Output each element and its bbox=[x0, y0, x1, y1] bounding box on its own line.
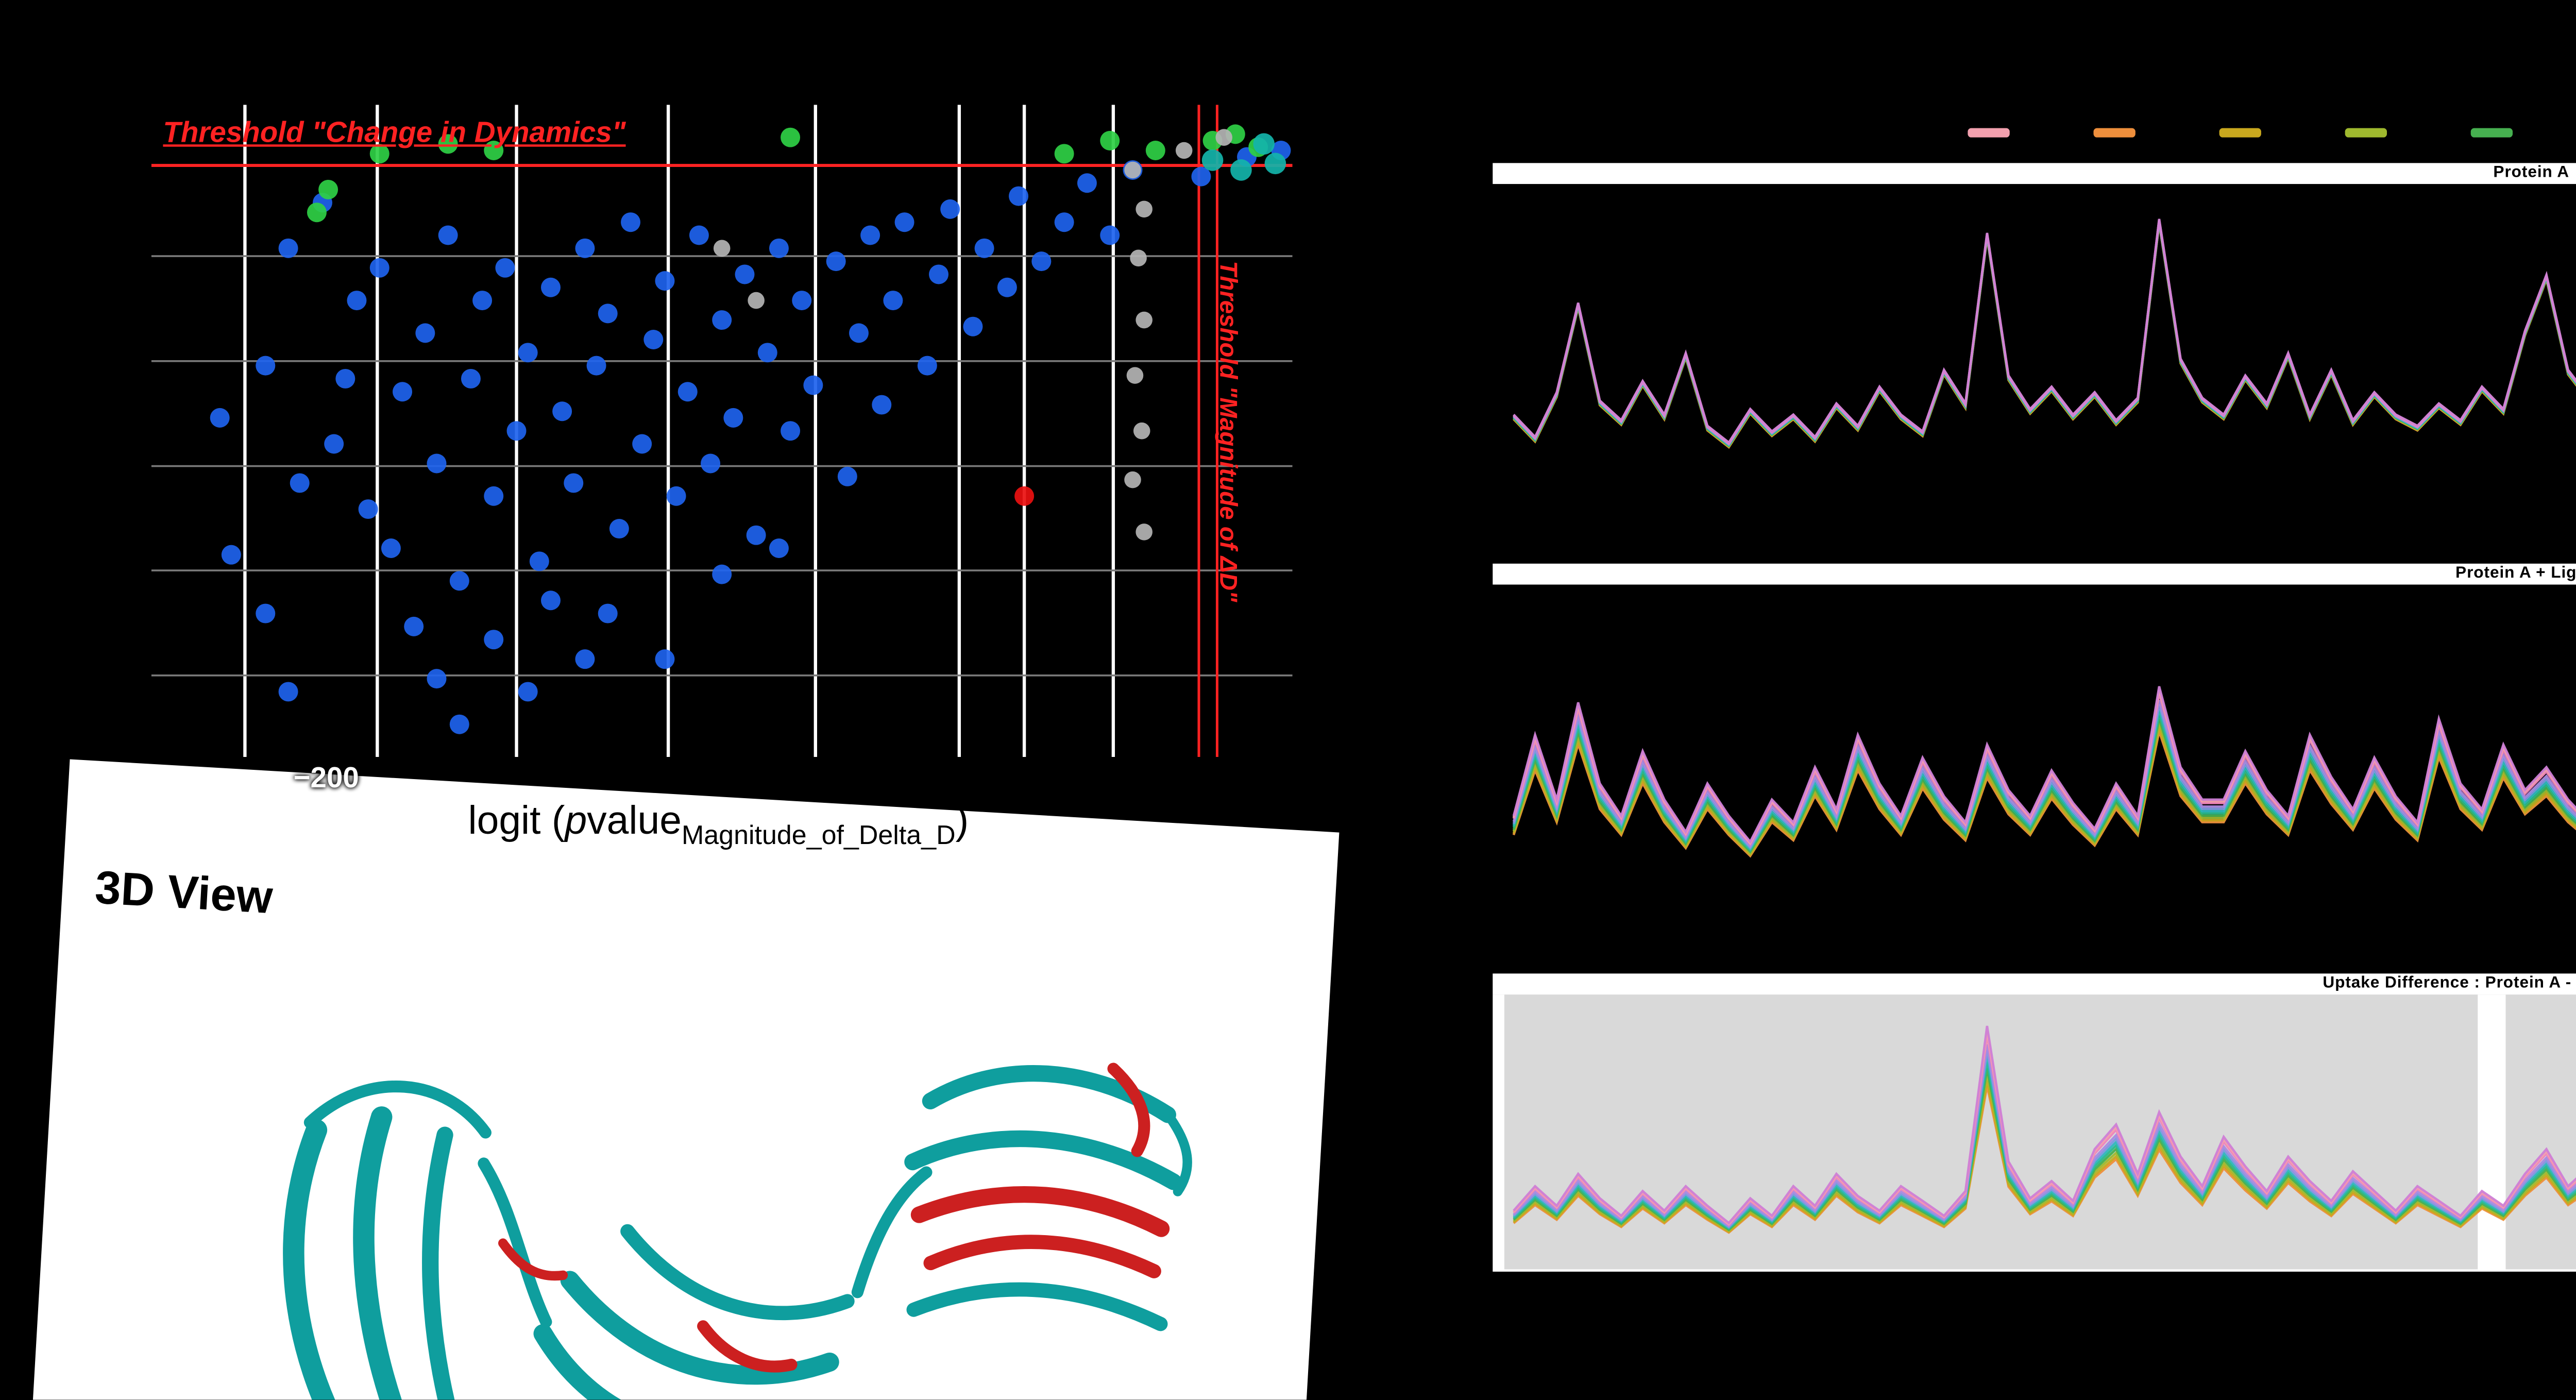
uptake-trace bbox=[1513, 223, 2576, 449]
x-axis-label-prefix: logit ( bbox=[468, 799, 565, 844]
uptake-trace bbox=[1513, 1044, 2576, 1228]
3d-view-panel[interactable]: 3D View bbox=[28, 759, 1340, 1400]
peptides-no-change[interactable] bbox=[210, 141, 1291, 734]
uptake-difference-chart[interactable] bbox=[1493, 994, 2576, 1276]
x-axis-label-p: p bbox=[565, 799, 587, 844]
peptides-significant[interactable] bbox=[307, 124, 1268, 223]
uptake-trace bbox=[1513, 1025, 2576, 1225]
protein-ribbon bbox=[620, 1224, 855, 1321]
legend-item[interactable] bbox=[1968, 128, 2010, 137]
volcano-plot[interactable] bbox=[151, 105, 1293, 757]
protein-ribbon bbox=[422, 1126, 459, 1400]
protein-ribbon bbox=[906, 1282, 1168, 1331]
protein-ribbon bbox=[283, 1119, 342, 1400]
uptake-chart-protein-a-ligand[interactable] bbox=[1493, 585, 2576, 934]
uptake-trace bbox=[1513, 223, 2576, 449]
uptake-trace bbox=[1512, 686, 2576, 844]
legend-item[interactable] bbox=[2093, 128, 2136, 137]
panel-title-bar-protein-a: Protein A bbox=[1493, 163, 2576, 184]
uptake-trace bbox=[1512, 700, 2576, 849]
uptake-trace bbox=[1513, 219, 2576, 445]
uptake-trace bbox=[1513, 222, 2576, 448]
x-axis-tick-label: −200 bbox=[293, 762, 359, 795]
x-axis-label-close: ) bbox=[955, 799, 969, 844]
difference-chart-region bbox=[1504, 994, 2478, 1270]
uptake-trace bbox=[1513, 1081, 2576, 1234]
peptide-selected[interactable] bbox=[1014, 486, 1035, 506]
uptake-trace bbox=[1513, 219, 2576, 445]
protein-loop bbox=[851, 1166, 933, 1298]
panel-title-uptake-difference: Uptake Difference : Protein A - (Protein… bbox=[2323, 975, 2576, 992]
difference-chart-region bbox=[2505, 994, 2576, 1270]
uptake-trace bbox=[1513, 221, 2576, 447]
protein-ribbon bbox=[353, 1106, 404, 1400]
panel-title-protein-a: Protein A bbox=[2493, 165, 2570, 182]
protein-loop bbox=[478, 1157, 552, 1328]
protein-ribbon bbox=[904, 1130, 1182, 1190]
uptake-trace bbox=[1513, 221, 2576, 446]
peptides-cluster[interactable] bbox=[1201, 133, 1286, 181]
protein-loop bbox=[1163, 1110, 1192, 1196]
uptake-trace bbox=[1513, 218, 2576, 445]
uptake-chart-protein-a[interactable] bbox=[1493, 184, 2576, 552]
legend-item[interactable] bbox=[2345, 128, 2387, 137]
uptake-trace bbox=[1513, 1050, 2576, 1229]
x-axis-label-value: value bbox=[587, 799, 682, 844]
uptake-trace bbox=[1513, 1056, 2576, 1229]
protein-ribbon bbox=[533, 1324, 803, 1400]
protein-structure[interactable] bbox=[47, 914, 1265, 1400]
volcano-scatter[interactable] bbox=[151, 105, 1293, 757]
protein-highlight bbox=[910, 1186, 1170, 1237]
protein-ribbon bbox=[560, 1271, 839, 1385]
uptake-trace bbox=[1513, 1074, 2576, 1233]
threshold-magnitude-label: Threshold "Magnitude of ΔD" bbox=[1213, 261, 1242, 602]
panel-title-bar-protein-a-ligand: Protein A + Ligand bbox=[1493, 563, 2576, 585]
legend-item[interactable] bbox=[2219, 128, 2261, 137]
panel-title-protein-a-ligand: Protein A + Ligand bbox=[2455, 566, 2576, 582]
x-axis-label-subscript: Magnitude_of_Delta_D bbox=[681, 823, 956, 851]
uptake-trace bbox=[1513, 222, 2576, 448]
protein-highlight bbox=[923, 1235, 1161, 1278]
uptake-trace bbox=[1513, 1062, 2576, 1230]
uptake-trace bbox=[1513, 1068, 2576, 1232]
timepoint-legend bbox=[1968, 128, 2576, 137]
protein-highlight bbox=[697, 1320, 798, 1373]
protein-highlight bbox=[1107, 1062, 1150, 1157]
peptides-excluded[interactable] bbox=[713, 129, 1232, 541]
x-axis-label: logit (pvalueMagnitude_of_Delta_D) bbox=[468, 799, 969, 851]
panel-title-bar-uptake-difference: Uptake Difference : Protein A - (Protein… bbox=[1493, 973, 2576, 995]
protein-highlight bbox=[498, 1238, 568, 1281]
uptake-trace bbox=[1513, 220, 2576, 446]
legend-item[interactable] bbox=[2470, 128, 2513, 137]
protein-loop bbox=[303, 1081, 492, 1139]
threshold-change-label: Threshold "Change in Dynamics" bbox=[163, 116, 626, 149]
